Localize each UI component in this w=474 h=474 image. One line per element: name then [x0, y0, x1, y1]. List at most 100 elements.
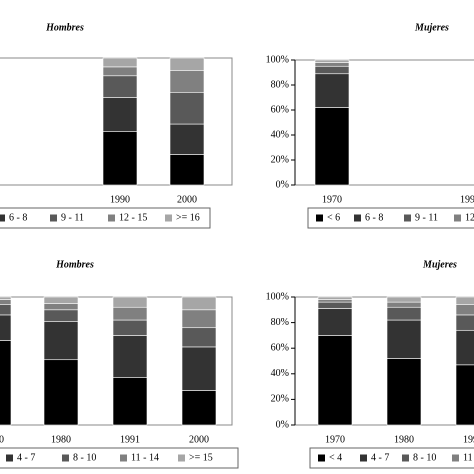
bar-segment [102, 131, 138, 186]
x-tick-label: 2000 [189, 434, 209, 445]
legend-label: >= 15 [189, 452, 213, 463]
x-tick-label: 1970 [325, 434, 345, 445]
x-tick-label: 1970 [322, 194, 342, 205]
legend-swatch [108, 214, 115, 222]
bar-segment [112, 377, 148, 426]
legend-swatch [452, 454, 459, 462]
legend-label: 9 - 11 [61, 212, 84, 223]
legend-box [0, 207, 211, 229]
bar-segment [455, 296, 474, 305]
x-tick-label: 1991 [120, 434, 140, 445]
bar-segment [102, 57, 138, 68]
legend-label: 6 - 8 [365, 212, 383, 223]
bar-segment [0, 299, 12, 305]
bar-segment [181, 296, 217, 311]
bar-segment [455, 304, 474, 316]
legend-swatch [50, 214, 57, 222]
bar-segment [317, 299, 353, 303]
bar-segment [386, 306, 422, 321]
x-tick-label: 1980 [394, 434, 414, 445]
legend-swatch [360, 454, 367, 462]
bar-segment [386, 301, 422, 308]
legend-swatch [404, 214, 411, 222]
x-tick-label: 2000 [177, 194, 197, 205]
bar-segment [314, 65, 350, 75]
bar-segment [317, 335, 353, 426]
bar-segment [112, 296, 148, 308]
legend-swatch [316, 214, 323, 222]
legend-label: 11 - 14 [131, 452, 159, 463]
bar-segment [314, 59, 350, 63]
bar-segment [102, 97, 138, 132]
y-tick-label: 100% [266, 291, 289, 302]
bar-segment [112, 335, 148, 378]
y-tick-label: 80% [271, 317, 289, 328]
bar-segment [317, 308, 353, 336]
y-tick-label: 0% [276, 179, 289, 190]
legend-swatch [402, 454, 409, 462]
bar-segment [169, 154, 205, 186]
y-tick-label: 20% [271, 394, 289, 405]
bar-segment [0, 340, 12, 426]
legend-swatch [318, 454, 325, 462]
bar-segment [43, 296, 79, 304]
legend-swatch [165, 214, 172, 222]
legend-label: < 6 [327, 212, 340, 223]
x-tick-label: 1980 [51, 434, 71, 445]
bar-segment [43, 321, 79, 361]
chart-title: Mujeres [414, 22, 449, 33]
bar-segment [317, 301, 353, 309]
x-tick-label: 1990 [460, 194, 474, 205]
bar-segment [0, 304, 12, 316]
legend-box [309, 447, 474, 469]
bar-segment [102, 66, 138, 77]
chart-title: Hombres [45, 22, 84, 33]
plot-frame [0, 57, 233, 186]
y-tick-label: 100% [266, 54, 289, 65]
y-tick-label: 40% [271, 129, 289, 140]
bar-segment [386, 358, 422, 426]
legend-box [0, 447, 239, 469]
bar-segment [455, 329, 474, 366]
x-tick-label: 1970 [0, 434, 4, 445]
x-tick-label: 1990 [110, 194, 130, 205]
bar-segment [317, 296, 353, 300]
chart-title: Hombres [55, 259, 94, 270]
y-tick-label: 60% [271, 342, 289, 353]
legend-label: 8 - 10 [413, 452, 436, 463]
legend-label: >= 16 [176, 212, 200, 223]
legend-label: < 4 [329, 452, 342, 463]
legend-label: 8 - 10 [73, 452, 96, 463]
legend-swatch [120, 454, 127, 462]
legend-swatch [178, 454, 185, 462]
legend-swatch [6, 454, 13, 462]
legend-label: 12 - 15 [119, 212, 147, 223]
bar-segment [169, 91, 205, 125]
legend-label: 12 - 15 [465, 212, 474, 223]
bar-segment [43, 303, 79, 311]
legend-box [307, 207, 474, 229]
y-tick-label: 80% [271, 79, 289, 90]
x-tick-label: 1991 [463, 434, 474, 445]
legend-label: 9 - 11 [415, 212, 438, 223]
y-tick-label: 40% [271, 368, 289, 379]
bar-segment [455, 314, 474, 331]
bar-segment [181, 327, 217, 348]
bar-segment [169, 70, 205, 93]
legend-swatch [0, 214, 5, 222]
bar-segment [112, 319, 148, 336]
bar-segment [181, 346, 217, 391]
legend-swatch [62, 454, 69, 462]
legend-label: 6 - 8 [9, 212, 27, 223]
bar-segment [169, 57, 205, 71]
bar-segment [43, 359, 79, 426]
y-tick-label: 20% [271, 154, 289, 165]
bar-segment [181, 309, 217, 329]
y-tick-label: 60% [271, 104, 289, 115]
bar-segment [0, 296, 12, 300]
bar-segment [169, 123, 205, 155]
bar-segment [386, 319, 422, 359]
legend-swatch [354, 214, 361, 222]
legend-swatch [454, 214, 461, 222]
